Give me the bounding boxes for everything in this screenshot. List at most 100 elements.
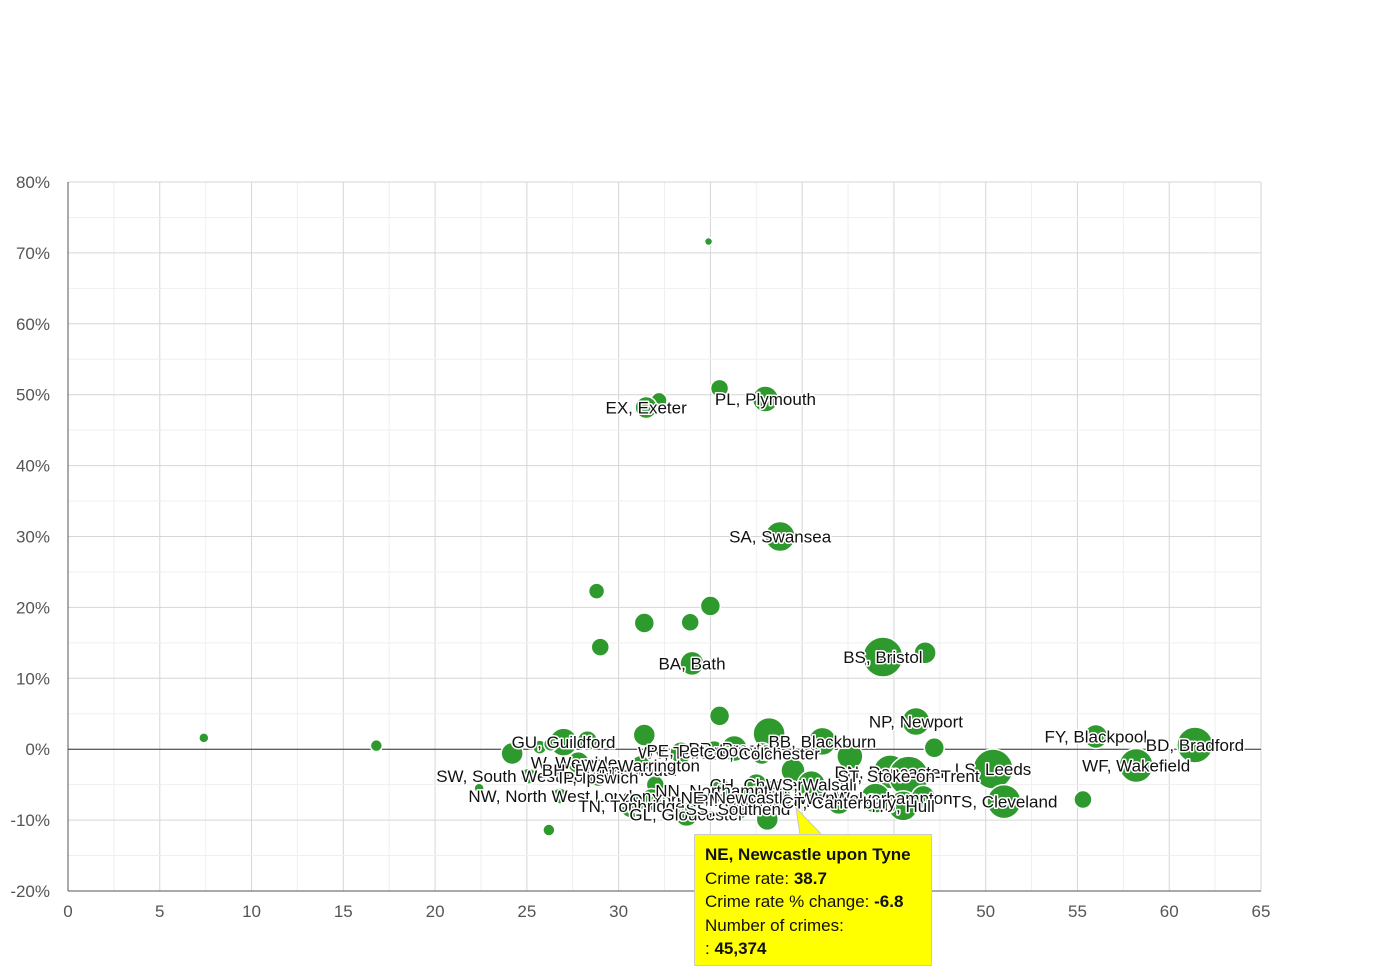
data-point bbox=[796, 769, 827, 800]
x-tick-label: 15 bbox=[334, 902, 353, 921]
x-tick-label: 30 bbox=[609, 902, 628, 921]
data-point bbox=[836, 742, 864, 771]
tooltip-count-value: 45,374 bbox=[714, 939, 767, 958]
data-point bbox=[780, 757, 806, 784]
x-tick-label: 0 bbox=[63, 902, 72, 921]
data-point bbox=[901, 706, 931, 737]
data-point-label: DN, Doncaster bbox=[835, 763, 947, 782]
data-point-label: ST, Stoke-on-Trent bbox=[838, 767, 980, 786]
data-point bbox=[588, 767, 609, 788]
data-point bbox=[198, 732, 210, 744]
x-tick-label: 20 bbox=[426, 902, 445, 921]
data-point-label: IP, Ipswich bbox=[558, 769, 638, 788]
data-point-label: BA, Bath bbox=[658, 654, 725, 673]
data-point bbox=[1083, 723, 1109, 750]
data-point-label: SA, Swansea bbox=[729, 528, 832, 547]
x-tick-label: 50 bbox=[976, 902, 995, 921]
axes bbox=[67, 182, 1261, 892]
x-axis-ticks: 05101520253035404550556065 bbox=[63, 902, 1270, 921]
y-tick-label: -20% bbox=[10, 882, 50, 901]
data-point bbox=[910, 784, 937, 811]
data-point bbox=[618, 793, 645, 819]
tooltip-title: NE, Newcastle upon Tyne bbox=[705, 845, 911, 864]
data-point bbox=[755, 807, 780, 832]
data-point-label: BH, Bournemouth bbox=[542, 761, 677, 780]
tooltip-count-label: Number of crimes: bbox=[705, 915, 844, 935]
point-labels: EX, Exeter PL, Plymouth SA, Swansea BA, Bat… bbox=[435, 388, 1246, 825]
y-tick-label: 30% bbox=[16, 528, 50, 547]
data-point-label: TS, Cleveland bbox=[951, 793, 1058, 812]
data-point bbox=[764, 520, 796, 553]
data-point bbox=[986, 783, 1022, 820]
y-tick-label: -10% bbox=[10, 811, 50, 830]
data-point bbox=[587, 582, 606, 600]
data-point-label: CH, Chester bbox=[710, 776, 804, 795]
x-tick-label: 55 bbox=[1068, 902, 1087, 921]
data-point bbox=[473, 782, 485, 794]
data-point bbox=[1118, 747, 1154, 784]
y-tick-label: 0% bbox=[25, 740, 50, 759]
x-tick-label: 10 bbox=[242, 902, 261, 921]
data-point-label: YO, York bbox=[618, 791, 686, 810]
data-point bbox=[500, 741, 524, 766]
data-point-label: NE, Newcastle upon Tyne bbox=[681, 788, 876, 807]
data-point-label: SS, Southend bbox=[685, 800, 790, 819]
data-point bbox=[923, 737, 946, 759]
data-point-label: BB, Blackburn bbox=[768, 732, 876, 751]
y-tick-label: 20% bbox=[16, 598, 50, 617]
data-point-label: WA, Warrington bbox=[581, 757, 700, 776]
data-point bbox=[632, 723, 657, 747]
data-point bbox=[703, 236, 714, 247]
x-tick-label: 60 bbox=[1160, 902, 1179, 921]
data-point-label: BS, Bristol bbox=[843, 648, 922, 667]
data-point bbox=[807, 726, 838, 757]
y-axis-ticks: -20% -10% 0% 10% 20% 30% 40% 50% 60% 70% 80% bbox=[10, 173, 50, 901]
data-point-label: RM, Romford bbox=[697, 791, 798, 810]
data-point bbox=[708, 705, 731, 727]
y-tick-label: 50% bbox=[16, 386, 50, 405]
x-tick-label: 65 bbox=[1252, 902, 1271, 921]
data-point bbox=[566, 750, 590, 775]
data-point bbox=[629, 754, 652, 777]
data-point-label: NW, North West London bbox=[468, 787, 651, 806]
data-point bbox=[669, 740, 693, 765]
data-point bbox=[590, 637, 611, 657]
tooltip-count-prefix: : bbox=[705, 939, 710, 958]
data-point-label: TN, Tonbridge bbox=[578, 797, 684, 816]
data-point bbox=[1176, 726, 1214, 764]
x-tick-label: 25 bbox=[517, 902, 536, 921]
y-tick-label: 10% bbox=[16, 669, 50, 688]
data-point-label: WS, Walsall bbox=[766, 776, 857, 795]
data-point bbox=[633, 612, 656, 634]
data-point-label: NN, Northampton bbox=[655, 781, 787, 800]
data-point bbox=[764, 783, 793, 812]
data-point-label: HU, Hull bbox=[871, 797, 934, 816]
y-tick-label: 80% bbox=[16, 173, 50, 192]
data-point-label: FY, Blackpool bbox=[1044, 727, 1147, 746]
tooltip-change-label: Crime rate % change: bbox=[705, 892, 870, 911]
tooltip-rate-label: Crime rate: bbox=[705, 868, 790, 888]
data-point-label: GL, Gloucester bbox=[629, 805, 744, 824]
data-point-label: CO, Colchester bbox=[704, 744, 821, 763]
grid-lines bbox=[67, 181, 1262, 892]
data-point bbox=[634, 395, 658, 420]
tooltip-rate-row: Crime rate: 38.7 bbox=[705, 867, 921, 891]
data-point-label: WV, Wolverhampton bbox=[799, 789, 953, 808]
data-point bbox=[673, 801, 700, 828]
data-point-label: CT, Canterbury bbox=[782, 793, 897, 812]
data-point bbox=[826, 789, 852, 816]
data-point-label: LS, Leeds bbox=[955, 760, 1032, 779]
data-point bbox=[679, 650, 705, 677]
data-point-label: GU, Guildford bbox=[512, 733, 616, 752]
y-tick-label: 70% bbox=[16, 244, 50, 263]
data-point bbox=[709, 378, 730, 399]
data-point-label: WF, Wakefield bbox=[1082, 757, 1190, 776]
data-point bbox=[703, 739, 725, 762]
data-points bbox=[198, 236, 1214, 837]
tooltip-change-row: Crime rate % change: -6.8 bbox=[705, 890, 921, 914]
data-point bbox=[862, 636, 904, 678]
data-point bbox=[551, 787, 569, 805]
data-point bbox=[709, 778, 734, 803]
data-point-label: W, Wembley bbox=[531, 754, 627, 773]
